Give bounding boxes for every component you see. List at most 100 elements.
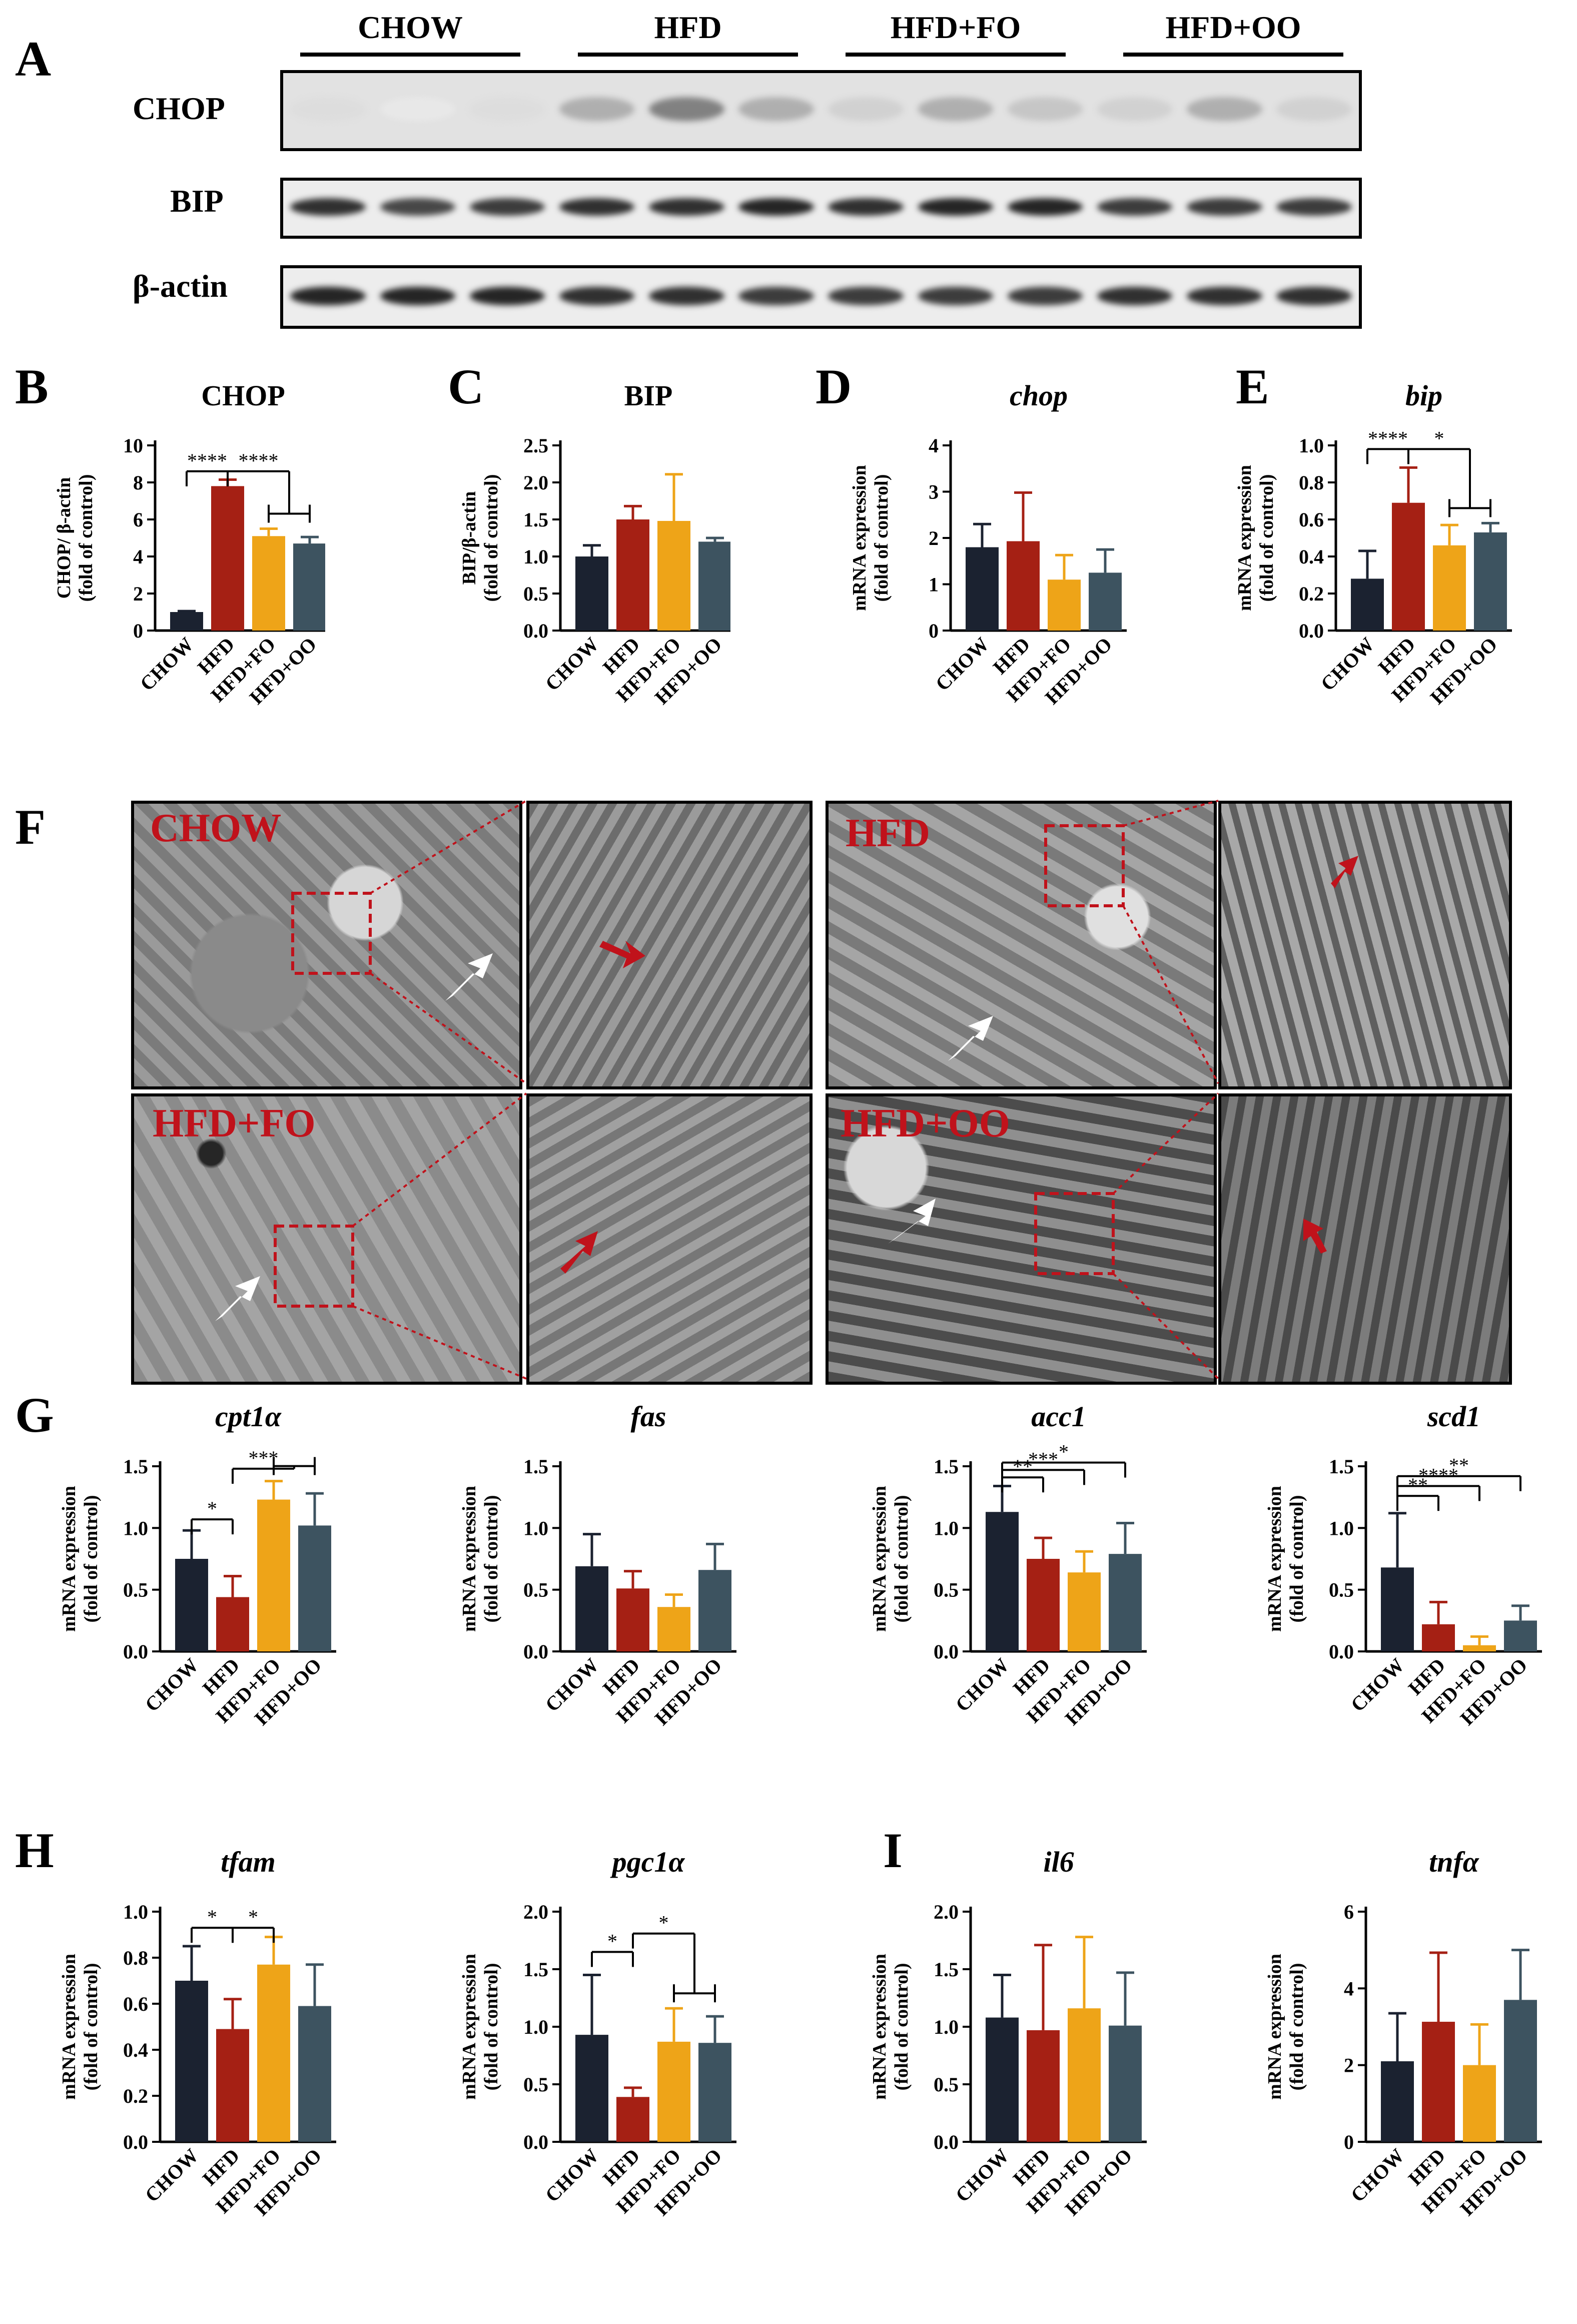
em-zoom-hfd xyxy=(1218,801,1512,1089)
chart-title: bip xyxy=(1405,379,1442,412)
bar xyxy=(575,2035,608,2142)
em-label-chow: CHOW xyxy=(150,806,282,850)
bar xyxy=(257,1964,290,2142)
y-tick-label: 1.0 xyxy=(934,1517,959,1539)
significance-label: *** xyxy=(249,1447,279,1469)
blot-band xyxy=(1097,97,1173,121)
chart-g-cpt1a: cpt1α 0.0 0.5 1.0 1.5 mRNA expression (fold of… xyxy=(59,1400,336,1729)
y-axis-label: mRNA expression xyxy=(459,1486,480,1632)
white-arrow xyxy=(445,953,493,1001)
blot-strip-chop xyxy=(280,70,1362,151)
y-tick-label: 0.6 xyxy=(1299,508,1324,531)
bar xyxy=(298,2006,331,2142)
y-tick-label: 0.6 xyxy=(123,1993,148,2015)
category-label: CHOW xyxy=(1346,2144,1409,2207)
significance-label: *** xyxy=(1028,1448,1058,1470)
em-label-hfd: HFD xyxy=(846,811,930,855)
panel-label-a: A xyxy=(15,31,52,87)
bar xyxy=(298,1525,331,1651)
bar xyxy=(170,612,203,631)
bar xyxy=(216,1597,249,1651)
blot-band xyxy=(1007,286,1083,305)
bar xyxy=(575,556,608,631)
chart-h-tfam: tfam 0.0 0.2 0.4 0.6 0.8 1.0 mRNA expression (fo… xyxy=(59,1846,336,2220)
em-zoom-chow xyxy=(526,801,813,1089)
em-annotations xyxy=(215,800,1358,1380)
blot-band xyxy=(828,97,904,121)
category-label: CHOW xyxy=(141,2144,203,2207)
bar xyxy=(175,1981,208,2142)
significance-label: ** xyxy=(1013,1455,1033,1478)
y-tick-label: 8 xyxy=(133,471,143,494)
y-tick-label: 10 xyxy=(123,434,143,457)
blot-band xyxy=(649,97,724,121)
bar xyxy=(1351,578,1384,631)
y-axis-label: mRNA expression xyxy=(869,1486,890,1632)
y-tick-label: 6 xyxy=(133,508,143,531)
significance-label: * xyxy=(207,1497,217,1520)
bar xyxy=(657,1607,690,1651)
significance-label: **** xyxy=(187,449,227,472)
significance-label: ** xyxy=(1449,1454,1469,1477)
category-label: CHOW xyxy=(951,1654,1014,1716)
y-axis-label: (fold of control) xyxy=(76,474,97,602)
y-tick-label: 0 xyxy=(1344,2131,1354,2153)
y-axis-label: BIP/β-actin xyxy=(459,491,480,585)
bar xyxy=(698,2043,731,2142)
y-tick-label: 0 xyxy=(133,620,143,642)
white-arrow xyxy=(215,1276,260,1321)
blot-band xyxy=(380,198,455,216)
y-tick-label: 1.0 xyxy=(523,545,548,568)
y-tick-label: 3 xyxy=(929,481,939,503)
bar xyxy=(1474,532,1507,631)
y-tick-label: 0.5 xyxy=(523,1579,548,1601)
blot-band xyxy=(559,286,635,305)
category-label: CHOW xyxy=(1346,1654,1409,1716)
chart-title: cpt1α xyxy=(215,1400,282,1433)
y-tick-label: 0.5 xyxy=(523,583,548,605)
blot-strip-bip xyxy=(280,178,1362,239)
y-tick-label: 1.0 xyxy=(1329,1517,1354,1539)
white-arrow xyxy=(888,1199,936,1244)
group-underline xyxy=(846,53,1066,57)
y-tick-label: 0.5 xyxy=(523,2073,548,2096)
panel-label-h: H xyxy=(15,1823,54,1878)
blot-band xyxy=(290,97,366,121)
y-tick-label: 4 xyxy=(1344,1977,1354,2000)
group-label-hfd-oo: HFD+OO xyxy=(1165,10,1301,45)
y-tick-label: 1.5 xyxy=(523,508,548,531)
bar xyxy=(1007,541,1040,631)
bar xyxy=(1463,2065,1496,2142)
y-tick-label: 2.0 xyxy=(934,1901,959,1923)
chart-title: tfam xyxy=(221,1846,276,1878)
blot-band xyxy=(380,97,455,121)
white-arrow xyxy=(948,1016,993,1061)
blot-row-label-bip: BIP xyxy=(170,183,224,219)
y-tick-label: 1.5 xyxy=(934,1455,959,1478)
bar xyxy=(1504,2000,1537,2142)
blot-row-label-beta-actin: β-actin xyxy=(133,268,228,304)
y-tick-label: 0.0 xyxy=(1329,1640,1354,1663)
panel-label-f: F xyxy=(15,799,46,855)
bar xyxy=(616,519,649,631)
y-axis-label: (fold of control) xyxy=(871,474,892,602)
em-label-hfd-oo: HFD+OO xyxy=(841,1101,1010,1145)
category-label: CHOW xyxy=(541,1654,603,1716)
y-tick-label: 2.5 xyxy=(523,434,548,457)
zoom-connector xyxy=(1112,1092,1219,1195)
blot-band xyxy=(1187,97,1262,121)
blot-band xyxy=(828,198,904,216)
zoom-connector xyxy=(1112,1273,1219,1380)
zoom-connector xyxy=(1123,800,1219,827)
em-image-hfd xyxy=(826,801,1217,1089)
bar xyxy=(1089,572,1122,631)
blot-band xyxy=(918,97,993,121)
y-tick-label: 2 xyxy=(929,527,939,549)
zoom-box xyxy=(1034,1192,1115,1275)
group-label-hfd: HFD xyxy=(654,10,722,45)
blot-band xyxy=(1276,97,1352,121)
chart-title: scd1 xyxy=(1427,1400,1480,1433)
y-tick-label: 0.0 xyxy=(523,2131,548,2153)
bar xyxy=(1109,1554,1142,1651)
